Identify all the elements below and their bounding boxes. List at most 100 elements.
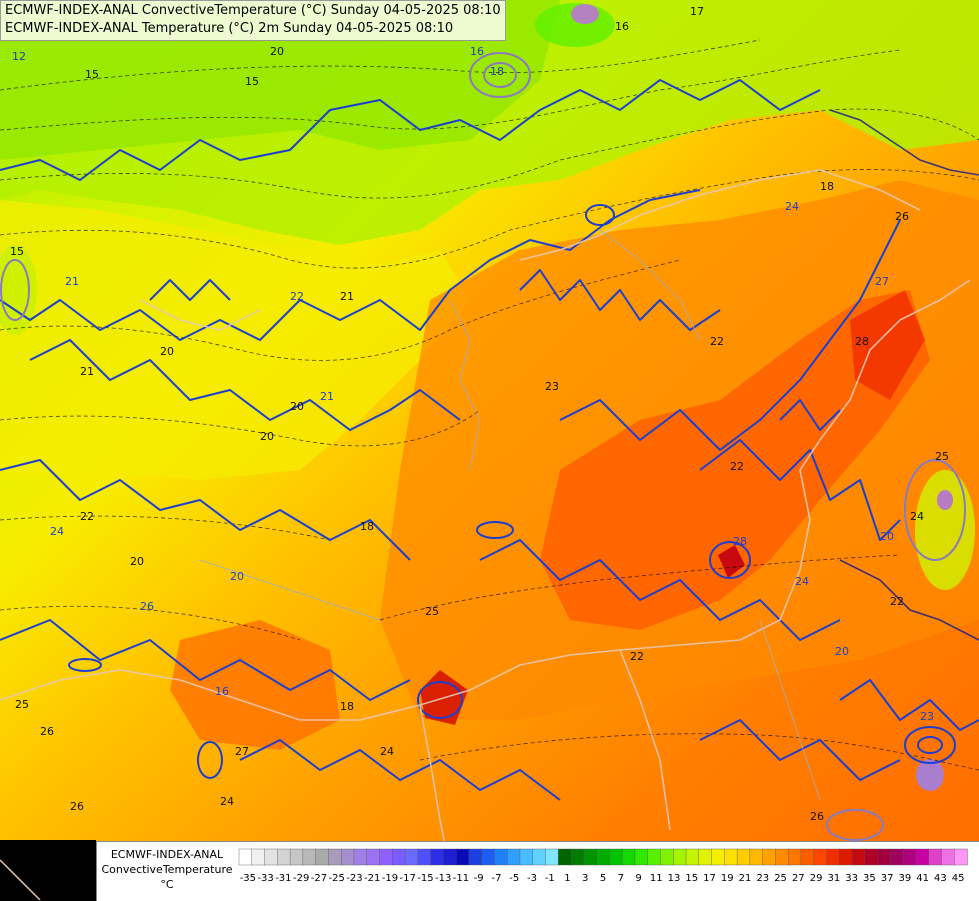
legend-tick-label: -3	[527, 873, 537, 884]
legend-swatch	[340, 848, 355, 866]
legend-swatch	[366, 848, 381, 866]
legend-tick-label: 3	[582, 873, 588, 884]
legend-colorbar: -35 -33 -31 -29 -27 -25 -23 -21 -19 -17 -15 -13 -11-…	[238, 848, 968, 884]
legend-tick-label: 33	[845, 873, 858, 884]
legend-swatch	[455, 848, 470, 866]
legend-tick-label: 5	[600, 873, 606, 884]
legend-tick-label: -35	[240, 873, 256, 884]
contour-value-label: 22	[710, 335, 724, 348]
purple-spot-1	[571, 4, 599, 24]
contour-value-label: 26	[895, 210, 909, 223]
contour-value-label: 20	[880, 530, 894, 543]
dark-border-contours	[829, 109, 979, 641]
legend-tick-label: 43	[934, 873, 947, 884]
legend-tick-label: -15	[417, 873, 433, 884]
contour-value-label: 22	[890, 595, 904, 608]
contour-value-label: 23	[545, 380, 559, 393]
title-2m-temperature: ECMWF-INDEX-ANAL Temperature (°C) 2m Sun…	[5, 21, 454, 36]
legend-swatch	[762, 848, 777, 866]
cool-pocket-west	[0, 245, 37, 335]
contour-value-label: 21	[340, 290, 354, 303]
yellow-belt	[0, 200, 470, 480]
contour-value-label: 26	[810, 810, 824, 823]
hot-core	[540, 290, 930, 630]
legend-swatch	[353, 848, 368, 866]
purple-spot-2	[916, 759, 944, 791]
legend-swatch	[826, 848, 840, 866]
contour-value-label: 22	[80, 510, 94, 523]
legend-swatch	[839, 848, 853, 866]
contour-value-label: 27	[875, 275, 889, 288]
contour-value-label: 20	[230, 570, 244, 583]
legend-swatch	[481, 848, 496, 866]
legend-swatch	[392, 848, 406, 866]
hot-core-southwest	[170, 620, 340, 750]
legend-tick-label: -9	[474, 873, 484, 884]
legend-tick-label: 13	[668, 873, 681, 884]
legend-tick-label: -11	[453, 873, 469, 884]
legend-tick-label: 31	[827, 873, 840, 884]
contour-value-label: 21	[320, 390, 334, 403]
contour-value-label: 24	[795, 575, 809, 588]
contour-value-label: 25	[425, 605, 439, 618]
legend-swatch	[443, 848, 457, 866]
legend-swatch	[277, 848, 291, 866]
ct-contours	[0, 79, 979, 801]
legend-swatch	[570, 848, 585, 866]
ct-loops	[0, 52, 966, 841]
contour-value-label: 22	[630, 650, 644, 663]
contour-value-label: 12	[12, 50, 26, 63]
legend-tick-label: 35	[863, 873, 876, 884]
contour-labels: 12 15 15 16 16 17 18 18 20 21 15 21 22 20 20 21 21 20 20 23…	[10, 5, 949, 823]
legend-swatch	[302, 848, 317, 866]
contour-value-label: 21	[80, 365, 94, 378]
legend-swatch	[251, 848, 266, 866]
contour-value-label: 20	[835, 645, 849, 658]
contour-value-label: 27	[235, 745, 249, 758]
legend-unit: °C	[160, 878, 174, 891]
legend-swatch	[800, 848, 815, 866]
legend-tick-label: -33	[257, 873, 273, 884]
contour-value-label: 24	[380, 745, 394, 758]
t2m-contours	[0, 39, 979, 771]
legend-swatch	[519, 848, 534, 866]
contour-value-label: 25	[935, 450, 949, 463]
hot-spot-center	[718, 545, 745, 578]
legend-swatch	[494, 848, 508, 866]
legend-swatch	[902, 848, 917, 866]
legend-swatch	[954, 848, 968, 866]
legend-swatch	[749, 848, 764, 866]
legend-swatch	[315, 848, 330, 866]
contour-value-label: 15	[245, 75, 259, 88]
legend-swatch	[238, 848, 253, 866]
legend-swatch	[724, 848, 738, 866]
contour-value-label: 18	[820, 180, 834, 193]
legend-tick-label: 41	[916, 873, 929, 884]
legend-swatch	[621, 848, 636, 866]
legend-swatch	[532, 848, 547, 866]
contour-value-label: 24	[220, 795, 234, 808]
contour-value-label: 17	[690, 5, 704, 18]
legend-parameter: ConvectiveTemperature	[101, 863, 233, 876]
legend-swatch	[430, 848, 445, 866]
legend-tick-label: 17	[703, 873, 716, 884]
contour-value-label: 24	[910, 510, 924, 523]
legend-swatch	[851, 848, 866, 866]
legend-tick-label: -19	[382, 873, 398, 884]
legend-swatch	[685, 848, 700, 866]
cool-pocket-east	[915, 470, 975, 590]
legend-swatch	[468, 848, 483, 866]
thin-borders	[199, 229, 821, 801]
contour-value-label: 22	[290, 290, 304, 303]
legend-swatch	[915, 848, 930, 866]
legend-tick-label: -27	[311, 873, 327, 884]
legend-tick-label: -25	[328, 873, 344, 884]
contour-value-label: 21	[65, 275, 79, 288]
legend-tick-label: 7	[618, 873, 624, 884]
contour-value-label: 25	[15, 698, 29, 711]
legend-swatch	[609, 848, 623, 866]
legend-swatch	[264, 848, 279, 866]
legend-swatch	[864, 848, 879, 866]
legend-swatch	[698, 848, 713, 866]
contour-value-label: 23	[920, 710, 934, 723]
